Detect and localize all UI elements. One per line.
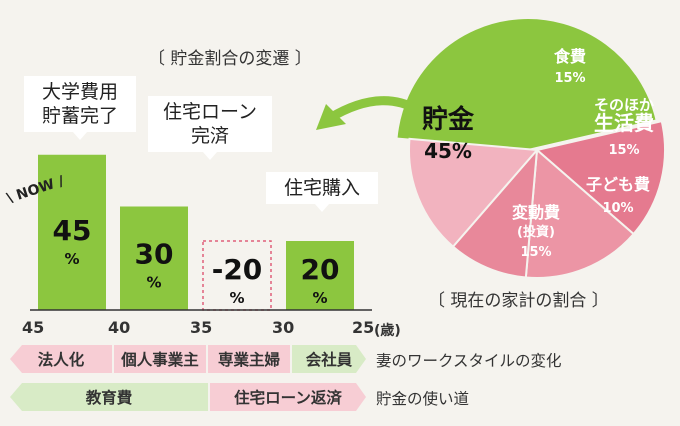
annotation-college-savings: 大学費用 貯蓄完了 [24,76,136,140]
bar-value-label: 45 [53,214,92,247]
pie-slice-value: 15% [608,143,639,158]
work-style-label: 妻のワークスタイルの変化 [376,352,562,370]
work-segment: 個人事業主 [114,345,206,373]
pie-slice-label: (投資) [517,224,555,240]
work-segment: 専業主婦 [208,345,290,373]
pie-slice-label: 貯金 [422,104,475,135]
work-segment: 会社員 [292,345,366,373]
work-segment: 法人化 [10,345,112,373]
pie-slice-label: 生活費 [594,111,654,135]
pie-slice [395,17,658,152]
axis-tick-label: 45 [22,318,45,337]
axis-tick-label: 25 [352,318,375,337]
bar [286,241,354,310]
savings-usage-strip: 教育費 住宅ローン返済 [10,383,366,411]
pie-slice-value: 10% [602,201,633,216]
bar [38,154,106,310]
pie-slice [524,147,636,279]
pie-slice-value: 15% [554,71,585,86]
bar-value-unit: % [312,289,327,307]
pie-slice [451,147,539,279]
pie-slice [534,120,666,236]
axis-tick-label: 40 [108,318,131,337]
savings-usage-label: 貯金の使い道 [376,390,470,408]
bar-value-unit: % [64,250,79,268]
pie-slice-label: 変動費 [512,203,560,222]
annotation-line: 住宅ローン [162,101,258,123]
bar-value-label: 20 [301,253,340,286]
usage-segment: 住宅ローン返済 [210,383,366,411]
arrow-curve [325,96,423,123]
annotation-line: 住宅購入 [283,177,360,199]
pie-slice-label: 子ども費 [586,175,650,194]
pie-slice-value: 45% [424,139,472,163]
bar-value-unit: % [146,273,161,291]
axis-unit: (歳) [374,323,401,339]
axis-tick-label: 30 [272,318,295,337]
annotation-line: 大学費用 [41,81,118,103]
bar-value-label: -20 [212,253,263,286]
bar-value-label: 30 [135,237,174,270]
bar [120,206,188,310]
usage-segment: 教育費 [10,383,208,411]
pie-slice [408,137,540,249]
annotation-line: 完済 [190,125,229,147]
work-style-strip: 法人化 個人事業主 専業主婦 会社員 [10,345,366,373]
bar-value-unit: % [229,289,244,307]
pie-slice-label: そのほか [594,96,654,114]
axis-tick-label: 35 [190,318,213,337]
arrow-head-icon [316,104,346,130]
pie-chart-title: 〔 現在の家計の割合 〕 [428,291,609,311]
annotation-home-purchase: 住宅購入 [266,172,378,212]
pie-slice-label: 食費 [553,47,586,66]
bar-chart-title: 〔 貯金割合の変遷 〕 [148,49,312,69]
pie-slice-value: 15% [520,245,551,260]
annotation-line: 貯蓄完了 [41,105,118,127]
annotation-loan-paid: 住宅ローン 完済 [148,96,272,160]
